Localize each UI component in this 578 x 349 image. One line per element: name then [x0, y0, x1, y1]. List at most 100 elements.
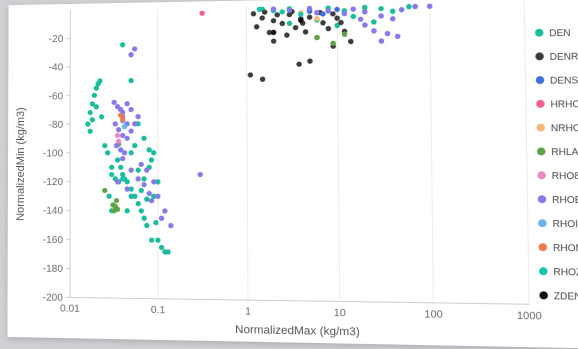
y-tick-label: -160	[43, 235, 64, 246]
y-tick-label: -60	[49, 91, 64, 102]
legend: DENDENRDENSITYHRHONRHORHLARHO8RHOBRHOIRH…	[535, 27, 578, 302]
data-point-den	[109, 165, 114, 170]
data-point-den	[149, 237, 154, 242]
x-tick-label: 0.01	[60, 303, 80, 315]
data-point-den	[141, 136, 146, 141]
data-point-denr	[260, 77, 265, 82]
legend-label-denr: DENR	[550, 51, 578, 62]
data-point-rhob	[427, 3, 433, 8]
data-point-rhob	[412, 4, 418, 9]
data-point-rhob	[149, 198, 154, 203]
data-point-denr	[280, 21, 286, 26]
data-point-rhla	[110, 202, 115, 207]
data-point-den	[378, 6, 384, 11]
data-point-rhob	[395, 34, 401, 39]
legend-label-density: DENSITY	[550, 75, 578, 86]
data-point-rhoi	[122, 124, 127, 129]
data-point-rhob	[135, 114, 140, 119]
data-point-denr	[254, 24, 259, 29]
points	[85, 3, 436, 257]
data-point-hrho	[199, 11, 204, 16]
data-point-denr	[348, 39, 354, 44]
data-point-den	[97, 78, 102, 83]
data-point-rhob	[358, 17, 364, 22]
grid	[70, 2, 529, 305]
data-point-den	[139, 208, 144, 213]
data-point-den	[105, 150, 110, 155]
data-point-den	[149, 157, 154, 162]
data-point-den	[146, 147, 151, 152]
x-gridline	[337, 5, 340, 301]
data-point-rhob	[168, 223, 173, 228]
data-point-denr	[271, 38, 277, 43]
data-point-den	[120, 42, 125, 47]
data-point-denr	[338, 20, 344, 25]
data-point-den	[90, 117, 95, 122]
data-point-rhob	[115, 179, 120, 184]
x-tick-label: 1	[245, 306, 251, 318]
legend-marker-zden	[539, 291, 548, 299]
data-point-den	[129, 150, 134, 155]
data-point-rhob	[139, 162, 144, 167]
data-point-denr	[334, 15, 340, 20]
x-axis-line	[70, 297, 529, 304]
data-point-rhla	[112, 208, 117, 213]
data-point-rhob	[155, 194, 160, 199]
data-point-denr	[248, 72, 253, 77]
data-point-rhob	[129, 168, 134, 173]
data-point-rhob	[362, 22, 368, 27]
legend-marker-rhla	[537, 147, 546, 155]
data-point-den	[99, 114, 104, 119]
legend-label-rhla: RHLA	[551, 147, 578, 158]
data-point-denr	[259, 15, 264, 20]
data-point-den	[139, 188, 144, 193]
data-point-den	[88, 110, 93, 115]
data-point-rhob	[125, 186, 130, 191]
data-point-rhob	[159, 216, 164, 221]
data-point-rhob	[371, 28, 377, 33]
legend-label-hrho: HRHO	[550, 99, 578, 110]
y-tick-label: -100	[43, 148, 64, 159]
data-point-den	[135, 168, 140, 173]
data-point-rhob	[116, 127, 121, 132]
legend-marker-hrho	[536, 100, 545, 108]
data-point-rhob	[162, 208, 167, 213]
data-point-den	[351, 14, 357, 19]
data-point-den	[136, 201, 141, 206]
data-point-denr	[330, 11, 336, 16]
data-point-rhla	[314, 35, 320, 40]
legend-marker-rhoz	[539, 267, 548, 275]
legend-label-rhob: RHOB	[552, 194, 578, 205]
data-point-rhob	[128, 128, 133, 133]
data-point-den	[287, 21, 293, 26]
legend-label-den: DEN	[549, 27, 570, 38]
data-point-den	[390, 9, 396, 14]
legend-label-rhoz: RHOZ	[553, 266, 578, 277]
data-point-den	[88, 129, 93, 134]
data-point-den	[129, 194, 134, 199]
data-point-rhob	[378, 13, 384, 18]
data-point-den	[92, 93, 97, 98]
data-point-denr	[293, 25, 299, 30]
data-point-rho8	[115, 133, 120, 138]
legend-label-rhoi: RHOI	[552, 218, 578, 229]
legend-label-rho8: RHO8	[552, 170, 578, 181]
data-point-rhob	[144, 168, 149, 173]
data-point-rhla	[102, 188, 107, 193]
data-point-density	[334, 7, 340, 12]
data-point-denr	[251, 11, 256, 16]
y-axis-title: NormalizedMin (kg/m3)	[15, 107, 27, 221]
data-point-rhla	[114, 198, 119, 203]
data-point-rhob	[128, 52, 133, 57]
x-tick-label: 100	[424, 309, 443, 321]
data-point-denr	[271, 18, 277, 23]
data-point-rhob	[390, 16, 396, 21]
chart-card: 0.010.11101001000-20-40-60-80-100-120-14…	[7, 0, 578, 349]
data-point-den	[144, 223, 149, 228]
data-point-den	[132, 143, 137, 148]
scatter-chart: 0.010.11101001000-20-40-60-80-100-120-14…	[7, 0, 578, 349]
data-point-denr	[296, 61, 302, 66]
legend-marker-rho8	[537, 171, 546, 179]
data-point-rhob	[124, 101, 129, 106]
x-gridline	[430, 3, 434, 303]
